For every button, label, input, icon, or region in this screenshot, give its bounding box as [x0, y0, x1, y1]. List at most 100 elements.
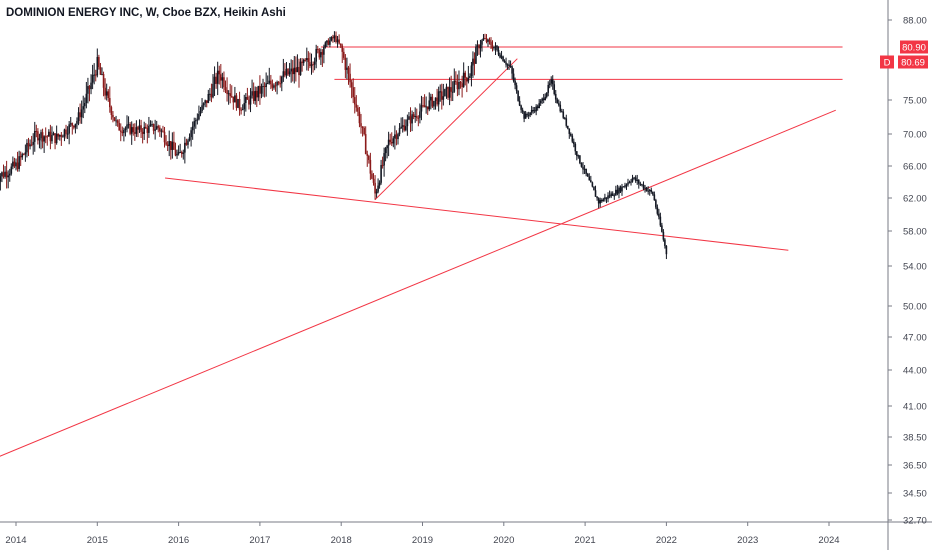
- candle: [99, 62, 102, 76]
- candle: [259, 75, 261, 105]
- time-tick-label: 2024: [818, 535, 839, 546]
- candle-body: [29, 144, 31, 147]
- candle-body: [129, 124, 131, 134]
- candle: [428, 92, 431, 112]
- candle-body: [644, 187, 646, 189]
- candle-body: [293, 67, 296, 75]
- candle-body: [594, 190, 597, 197]
- candle-body: [465, 77, 468, 82]
- candle: [497, 46, 500, 57]
- candle: [127, 116, 130, 129]
- candle: [491, 40, 494, 52]
- candle: [401, 117, 404, 133]
- candle: [274, 81, 277, 92]
- candle: [624, 182, 626, 189]
- candle-body: [553, 84, 556, 94]
- candle-body: [613, 195, 616, 197]
- candle-body: [557, 103, 560, 105]
- candle: [151, 120, 153, 127]
- candle-body: [568, 128, 571, 134]
- candle: [254, 86, 257, 105]
- candle-body: [304, 59, 307, 61]
- candle-body: [482, 38, 485, 41]
- candle: [380, 159, 382, 185]
- candle: [51, 126, 53, 144]
- candle-body: [390, 142, 393, 144]
- candle: [287, 68, 289, 76]
- candle-body: [383, 153, 385, 166]
- candle: [602, 197, 605, 202]
- candle-body: [295, 67, 297, 73]
- candle-body: [339, 43, 342, 46]
- candle: [91, 64, 94, 90]
- candle: [440, 83, 443, 110]
- symbol-title: DOMINION ENERGY INC, W, Cboe BZX, Heikin…: [6, 7, 286, 19]
- candle-body: [276, 81, 278, 86]
- candle: [191, 121, 194, 140]
- candle-body: [48, 131, 50, 137]
- candle: [199, 106, 202, 117]
- candle-body: [627, 182, 629, 185]
- candle-body: [171, 141, 174, 150]
- candle-body: [51, 135, 53, 142]
- candle-body: [259, 85, 261, 94]
- candle-body: [168, 141, 171, 147]
- price-tick-label: 62.00: [903, 194, 927, 205]
- candle: [168, 130, 171, 157]
- candle: [66, 126, 69, 139]
- candle-body: [526, 113, 528, 115]
- candle: [665, 245, 668, 260]
- candle-body: [425, 106, 427, 108]
- candle: [307, 51, 310, 71]
- candle-body: [547, 84, 550, 93]
- candle: [434, 97, 437, 110]
- candle-body: [588, 176, 591, 181]
- candle-body: [107, 91, 110, 99]
- candle: [411, 110, 413, 132]
- candle-body: [599, 199, 602, 204]
- candle: [472, 51, 474, 78]
- candle: [488, 37, 491, 45]
- candle-body: [521, 109, 524, 112]
- candle: [213, 66, 216, 97]
- candle: [423, 94, 426, 108]
- price-tick-label: 41.00: [903, 402, 927, 413]
- candle-body: [461, 83, 463, 87]
- candle-body: [605, 197, 608, 199]
- candle-body: [625, 184, 628, 186]
- candle-body: [352, 87, 354, 98]
- candle: [473, 52, 476, 76]
- candle-body: [372, 178, 375, 183]
- candle: [121, 126, 124, 137]
- candle-body: [560, 111, 563, 113]
- candle-body: [151, 124, 153, 126]
- candle: [655, 198, 657, 210]
- candle: [148, 116, 150, 138]
- candle-body: [12, 161, 14, 167]
- candle-body: [205, 100, 208, 103]
- candle: [157, 124, 160, 133]
- candle-body: [220, 74, 222, 81]
- candle-body: [419, 111, 421, 118]
- candle: [327, 38, 330, 46]
- candle-body: [288, 71, 291, 75]
- candle: [13, 157, 16, 169]
- candle: [165, 135, 167, 146]
- candle-body: [96, 57, 99, 76]
- candle: [358, 106, 361, 128]
- candle: [384, 146, 387, 162]
- candle: [124, 126, 127, 137]
- candle-body: [157, 126, 160, 128]
- candle: [215, 72, 217, 89]
- candle: [198, 105, 200, 121]
- candle: [207, 89, 210, 104]
- candle: [63, 128, 66, 142]
- candle-body: [119, 130, 122, 132]
- badge-d-text: D: [884, 58, 891, 69]
- candle: [338, 34, 340, 45]
- candle-body: [234, 95, 236, 103]
- candle-body: [298, 66, 300, 76]
- candle: [553, 80, 556, 96]
- price-tick-label: 66.00: [903, 162, 927, 173]
